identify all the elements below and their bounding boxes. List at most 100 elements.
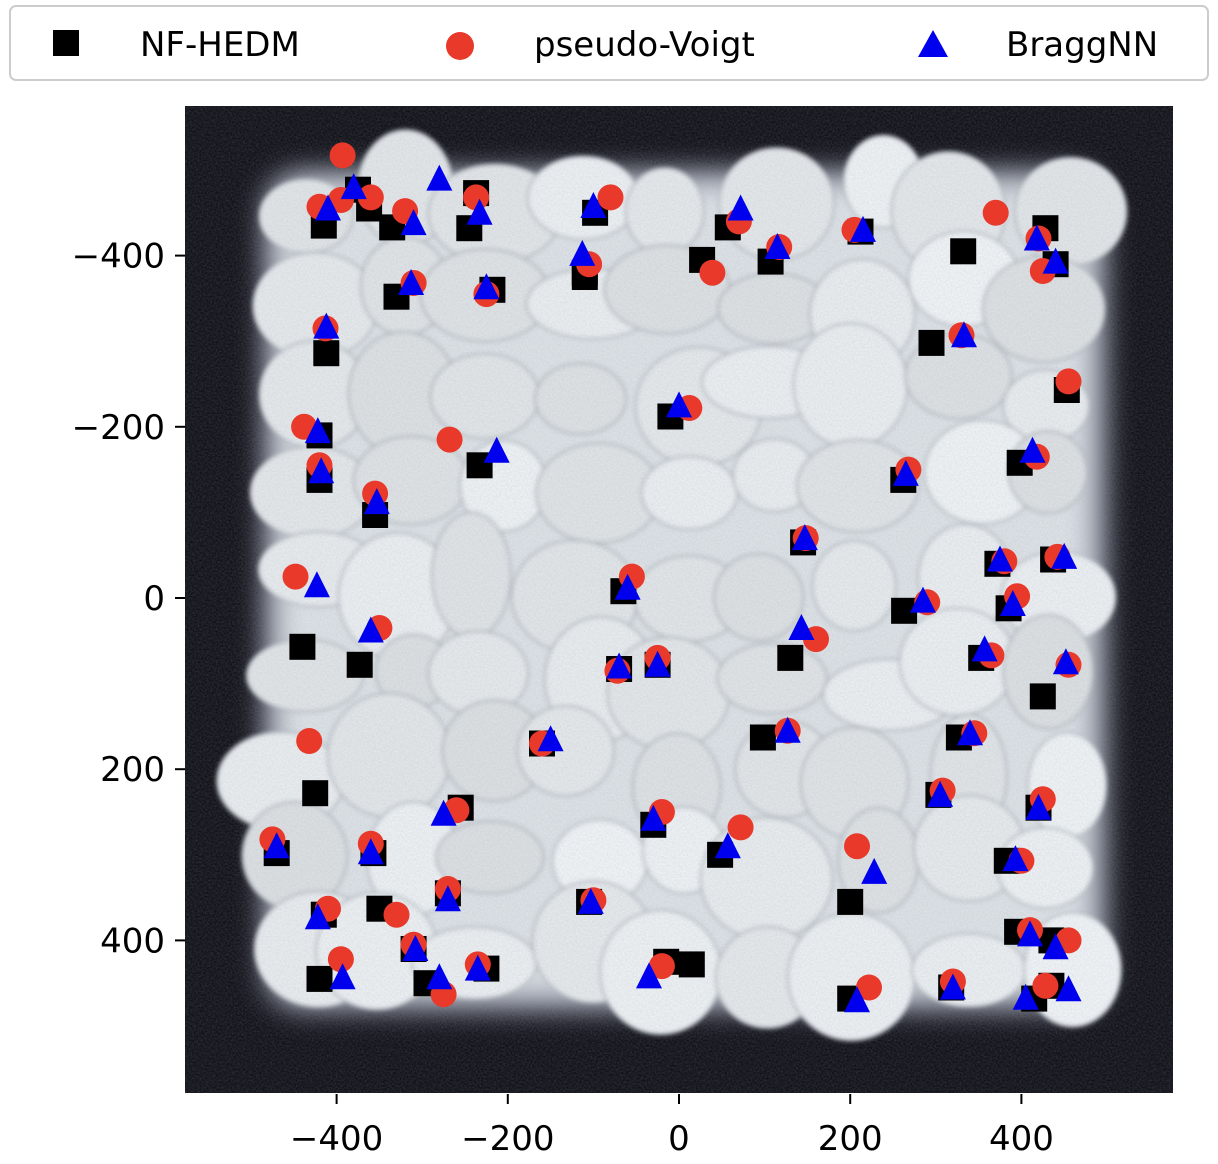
braggnn-point [315, 194, 341, 221]
braggnn-point [844, 986, 870, 1013]
nf-hedm-point [678, 951, 705, 978]
braggnn-point [1042, 933, 1069, 960]
nf-hedm-point [918, 329, 945, 356]
braggnn-point [357, 616, 384, 643]
braggnn-point [313, 312, 340, 339]
legend-entry-nf-hedm[interactable]: NF-HEDM [53, 25, 300, 65]
x-tick-label: 400 [989, 1119, 1054, 1159]
braggnn-point [400, 209, 427, 236]
braggnn-point [1019, 436, 1046, 463]
braggnn-point [1012, 983, 1039, 1010]
nf-hedm-point [346, 651, 373, 678]
braggnn-point [714, 832, 741, 859]
nf-hedm-point [1029, 683, 1056, 710]
pseudo-voigt-point [597, 184, 624, 211]
pseudo-voigt-point [436, 426, 463, 453]
pseudo-voigt-point [282, 563, 309, 590]
braggnn-point [1052, 648, 1079, 675]
braggnn-point [340, 173, 367, 200]
nf-hedm-point [302, 780, 329, 807]
braggnn-point [850, 215, 876, 242]
pseudo-voigt-point [1055, 368, 1082, 395]
nf-hedm-point [306, 965, 333, 992]
y-tick-label: −400 [72, 237, 165, 277]
braggnn-point [614, 573, 641, 600]
x-tick-label: 200 [818, 1119, 883, 1159]
pseudo-voigt-point [1032, 972, 1059, 999]
braggnn-point [464, 954, 491, 981]
pseudo-voigt-point [982, 199, 1009, 226]
pseudo-voigt-point [699, 259, 726, 286]
braggnn-point [764, 233, 791, 259]
legend: NF-HEDM pseudo-Voigt BraggNN [9, 5, 1209, 81]
series-braggnn [263, 164, 1082, 1013]
pseudo-voigt-point [844, 833, 870, 860]
braggnn-point [263, 832, 290, 859]
x-tick-label: −400 [290, 1119, 383, 1159]
y-ticks: −400 −200 0 200 400 [72, 237, 185, 961]
braggnn-point [636, 962, 662, 989]
x-tick-label: −200 [461, 1119, 554, 1159]
braggnn-point [927, 780, 954, 807]
braggnn-point [861, 857, 888, 884]
y-tick-label: 0 [143, 579, 165, 619]
pseudo-voigt-point [648, 953, 675, 980]
nf-hedm-point [749, 724, 776, 751]
pseudo-voigt-point [856, 974, 882, 1001]
braggnn-point [434, 885, 461, 912]
braggnn-point [363, 488, 390, 515]
braggnn-point [640, 804, 667, 831]
braggnn-point [939, 973, 966, 1000]
y-tick-label: 400 [100, 921, 165, 961]
braggnn-point [303, 571, 330, 598]
nf-hedm-point [837, 888, 864, 915]
pseudo-voigt-point [329, 142, 356, 169]
pseudo-voigt-point [383, 901, 410, 928]
braggnn-point [727, 194, 754, 221]
legend-entry-braggnn[interactable]: BraggNN [918, 25, 1158, 65]
braggnn-point [999, 590, 1026, 616]
braggnn-point [304, 903, 331, 930]
braggnn-point [1042, 247, 1069, 274]
y-axis: −400 −200 0 200 400 [72, 237, 185, 961]
braggnn-point [971, 635, 998, 662]
legend-label-nf-hedm: NF-HEDM [140, 25, 300, 65]
braggnn-point [791, 524, 818, 551]
braggnn-point [473, 273, 500, 300]
braggnn-point [430, 799, 457, 826]
braggnn-point [910, 586, 936, 613]
braggnn-point [1017, 920, 1043, 947]
legend-triangle-marker [918, 30, 948, 57]
y-tick-label: −200 [72, 408, 165, 448]
braggnn-point [987, 545, 1013, 572]
nf-hedm-point [313, 340, 340, 367]
legend-label-pseudo-voigt: pseudo-Voigt [534, 25, 755, 65]
braggnn-point [1002, 845, 1029, 872]
braggnn-point [402, 935, 429, 961]
pseudo-voigt-point [727, 814, 754, 841]
braggnn-point [329, 963, 356, 990]
legend-entry-pseudo-voigt[interactable]: pseudo-Voigt [446, 25, 755, 65]
braggnn-point [304, 417, 331, 444]
x-tick-label: 0 [668, 1119, 690, 1159]
nf-hedm-point [777, 644, 804, 671]
braggnn-point [537, 725, 564, 752]
braggnn-point [569, 239, 596, 266]
nf-hedm-point [950, 238, 977, 265]
legend-label-braggnn: BraggNN [1006, 25, 1158, 65]
pseudo-voigt-point [296, 728, 323, 754]
braggnn-point [666, 391, 692, 418]
y-tick-label: 200 [100, 750, 165, 790]
braggnn-point [357, 838, 384, 865]
braggnn-point [580, 192, 607, 218]
braggnn-point [426, 963, 453, 990]
pseudo-voigt-point [357, 184, 384, 211]
braggnn-point [308, 457, 335, 484]
braggnn-point [398, 269, 425, 295]
braggnn-point [957, 719, 983, 746]
x-ticks: −400 −200 0 200 400 [290, 1094, 1054, 1159]
braggnn-point [483, 436, 510, 463]
braggnn-point [606, 652, 633, 679]
x-axis: −400 −200 0 200 400 [185, 1093, 1173, 1159]
